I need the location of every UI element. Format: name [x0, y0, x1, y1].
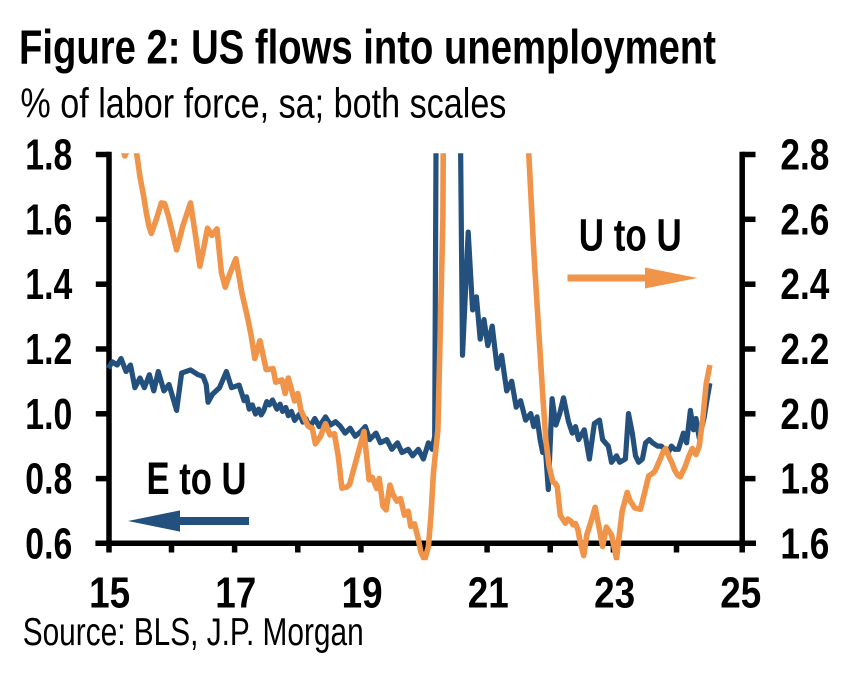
svg-text:Source: BLS, J.P. Morgan: Source: BLS, J.P. Morgan [23, 611, 364, 654]
svg-text:19: 19 [342, 570, 383, 618]
svg-text:1.0: 1.0 [25, 391, 72, 439]
svg-text:Figure 2: US flows into unempl: Figure 2: US flows into unemployment [19, 21, 716, 75]
svg-text:1.2: 1.2 [25, 326, 72, 374]
svg-text:25: 25 [720, 570, 761, 618]
svg-text:1.8: 1.8 [780, 456, 829, 504]
svg-text:1.6: 1.6 [25, 196, 72, 244]
svg-text:E to U: E to U [147, 453, 247, 504]
svg-text:21: 21 [468, 570, 509, 618]
svg-text:1.8: 1.8 [25, 132, 72, 180]
svg-text:2.8: 2.8 [780, 132, 829, 180]
svg-text:23: 23 [594, 570, 635, 618]
svg-text:2.0: 2.0 [780, 391, 829, 439]
svg-text:15: 15 [89, 570, 130, 618]
svg-text:2.4: 2.4 [780, 261, 829, 309]
svg-text:U to U: U to U [579, 210, 682, 261]
svg-text:1.6: 1.6 [780, 521, 829, 569]
svg-text:0.8: 0.8 [25, 456, 72, 504]
svg-text:2.2: 2.2 [780, 326, 829, 374]
svg-text:% of labor force, sa; both sca: % of labor force, sa; both scales [20, 80, 506, 127]
svg-text:1.4: 1.4 [25, 261, 72, 309]
svg-text:2.6: 2.6 [780, 196, 829, 244]
svg-text:17: 17 [215, 570, 256, 618]
svg-text:0.6: 0.6 [25, 521, 72, 569]
